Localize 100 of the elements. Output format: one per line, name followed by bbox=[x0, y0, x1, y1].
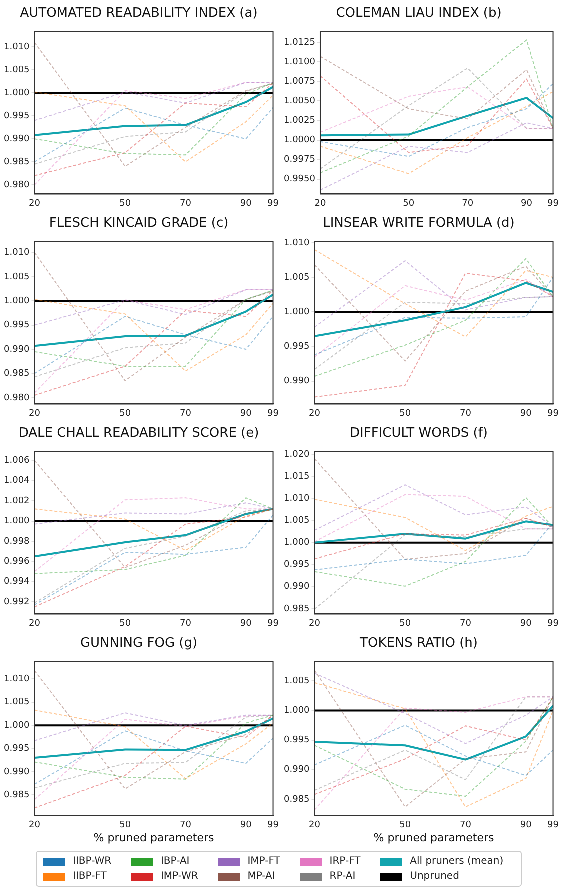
x-tick-label: 90 bbox=[521, 198, 533, 209]
x-tick-label: 99 bbox=[548, 198, 560, 209]
y-tick-label: 1.000 bbox=[284, 706, 310, 716]
y-tick-label: 1.0125 bbox=[284, 38, 316, 48]
y-tick-label: 1.006 bbox=[4, 456, 30, 466]
y-tick-label: 1.000 bbox=[4, 516, 30, 527]
y-tick-label: 1.000 bbox=[4, 88, 30, 98]
x-tick-label: 50 bbox=[403, 198, 415, 209]
x-tick-label: 90 bbox=[240, 618, 252, 629]
x-tick-label: 90 bbox=[240, 820, 252, 831]
y-tick-label: 0.995 bbox=[284, 342, 310, 352]
x-tick-label: 20 bbox=[309, 618, 321, 629]
y-tick-label: 0.985 bbox=[284, 604, 310, 614]
x-tick-label: 70 bbox=[180, 820, 192, 831]
y-tick-label: 0.995 bbox=[284, 736, 310, 746]
y-tick-label: 1.005 bbox=[4, 272, 30, 282]
x-tick-label: 90 bbox=[520, 820, 532, 831]
legend-label: IMP-FT bbox=[248, 856, 280, 867]
y-tick-label: 1.010 bbox=[4, 674, 30, 685]
x-tick-label: 99 bbox=[268, 618, 280, 629]
y-tick-label: 0.995 bbox=[284, 560, 310, 570]
legend-label: MP-AI bbox=[248, 871, 276, 882]
x-tick-label: 70 bbox=[180, 618, 192, 629]
y-tick-label: 1.002 bbox=[4, 496, 30, 506]
y-tick-label: 1.005 bbox=[284, 272, 310, 283]
chart-title: COLEMAN LIAU INDEX (b) bbox=[336, 6, 502, 22]
x-axis-title: % pruned parameters bbox=[374, 831, 495, 844]
chart-title: TOKENS RATIO (h) bbox=[359, 636, 478, 652]
x-tick-label: 70 bbox=[180, 408, 192, 419]
y-tick-label: 0.9950 bbox=[284, 174, 316, 185]
y-tick-label: 1.005 bbox=[284, 676, 310, 686]
x-tick-label: 20 bbox=[309, 820, 321, 831]
y-tick-label: 0.995 bbox=[4, 111, 30, 122]
y-tick-label: 0.994 bbox=[4, 577, 30, 588]
y-tick-label: 1.005 bbox=[4, 698, 30, 708]
x-tick-label: 50 bbox=[400, 408, 412, 419]
x-tick-label: 20 bbox=[314, 198, 326, 209]
x-tick-label: 20 bbox=[29, 198, 41, 209]
x-tick-label: 70 bbox=[460, 820, 472, 831]
x-tick-label: 99 bbox=[268, 820, 280, 831]
legend-label: IIBP-FT bbox=[73, 871, 107, 882]
chart-title: DALE CHALL READABILITY SCORE (e) bbox=[18, 426, 260, 442]
y-tick-label: 1.010 bbox=[4, 42, 30, 53]
y-tick-label: 1.000 bbox=[284, 538, 310, 548]
legend-label: Unpruned bbox=[410, 871, 460, 882]
x-tick-label: 50 bbox=[120, 198, 132, 209]
y-tick-label: 0.985 bbox=[4, 157, 30, 168]
chart-title: GUNNING FOG (g) bbox=[80, 636, 198, 652]
x-tick-label: 50 bbox=[120, 618, 132, 629]
y-tick-label: 0.985 bbox=[284, 794, 310, 805]
y-tick-label: 0.980 bbox=[4, 393, 30, 404]
x-tick-label: 50 bbox=[400, 618, 412, 629]
x-tick-label: 99 bbox=[268, 198, 280, 209]
y-tick-label: 0.995 bbox=[4, 320, 30, 331]
y-tick-label: 0.996 bbox=[4, 557, 30, 568]
y-tick-label: 0.998 bbox=[4, 536, 30, 547]
y-tick-label: 0.992 bbox=[4, 597, 30, 608]
y-tick-label: 1.010 bbox=[284, 238, 310, 248]
chart-title: DIFFICULT WORDS (f) bbox=[350, 426, 488, 442]
y-tick-label: 0.990 bbox=[284, 582, 310, 592]
legend-label: RP-AI bbox=[330, 871, 356, 882]
y-tick-label: 1.015 bbox=[284, 472, 310, 482]
x-tick-label: 20 bbox=[29, 820, 41, 831]
x-tick-label: 90 bbox=[520, 408, 532, 419]
y-tick-label: 1.000 bbox=[284, 308, 310, 318]
legend-label: IRP-FT bbox=[330, 856, 361, 867]
chart-title: AUTOMATED READABILITY INDEX (a) bbox=[20, 6, 258, 22]
y-tick-label: 0.990 bbox=[4, 134, 30, 144]
y-tick-label: 0.990 bbox=[284, 765, 310, 776]
x-tick-label: 50 bbox=[400, 820, 412, 831]
legend-label: IBP-AI bbox=[160, 856, 190, 867]
y-tick-label: 1.000 bbox=[4, 296, 30, 306]
x-tick-label: 50 bbox=[120, 820, 132, 831]
x-tick-label: 70 bbox=[460, 618, 472, 629]
y-tick-label: 1.0025 bbox=[284, 116, 316, 126]
y-tick-label: 0.9975 bbox=[284, 155, 316, 166]
y-tick-label: 1.010 bbox=[284, 494, 310, 504]
x-tick-label: 90 bbox=[240, 198, 252, 209]
y-tick-label: 1.010 bbox=[4, 248, 30, 258]
y-tick-label: 1.0075 bbox=[284, 76, 316, 87]
y-tick-label: 1.005 bbox=[284, 516, 310, 526]
legend-label: All pruners (mean) bbox=[410, 856, 504, 867]
x-tick-label: 20 bbox=[29, 408, 41, 419]
x-tick-label: 99 bbox=[548, 618, 560, 629]
x-tick-label: 90 bbox=[520, 618, 532, 629]
chart-title: LINSEAR WRITE FORMULA (d) bbox=[323, 216, 515, 232]
legend-label: IIBP-WR bbox=[73, 856, 112, 867]
y-tick-label: 0.985 bbox=[4, 369, 30, 380]
x-tick-label: 70 bbox=[462, 198, 474, 209]
y-tick-label: 0.985 bbox=[4, 790, 30, 800]
y-tick-label: 0.990 bbox=[4, 767, 30, 778]
y-tick-label: 1.0100 bbox=[284, 57, 316, 68]
legend-label: IMP-WR bbox=[160, 871, 198, 882]
x-tick-label: 20 bbox=[29, 618, 41, 629]
x-axis-title: % pruned parameters bbox=[94, 831, 215, 844]
y-tick-label: 0.980 bbox=[4, 180, 30, 190]
chart-title: FLESCH KINCAID GRADE (c) bbox=[49, 216, 229, 232]
y-tick-label: 0.990 bbox=[284, 376, 310, 387]
y-tick-label: 1.000 bbox=[4, 720, 30, 731]
x-tick-label: 50 bbox=[120, 408, 132, 419]
